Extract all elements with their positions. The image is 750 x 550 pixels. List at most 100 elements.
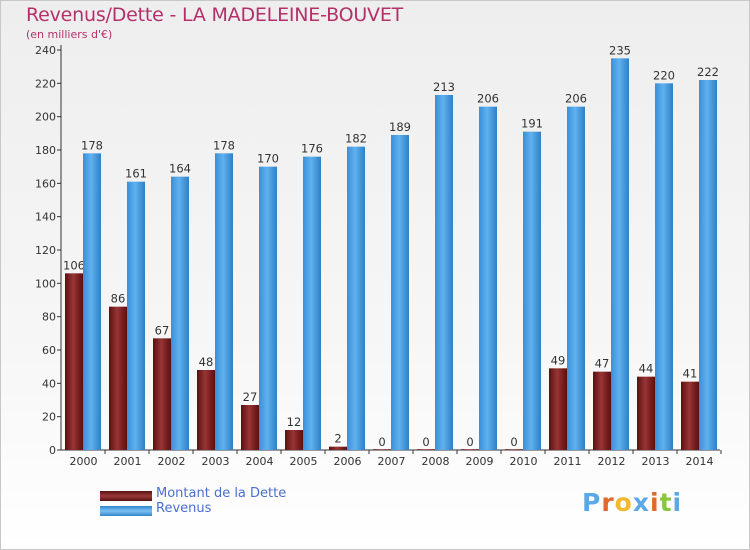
y-tick-label: 60 [42,344,56,357]
bar-revenue [479,106,497,451]
data-label-revenue: 178 [213,138,235,152]
data-label-revenue: 170 [257,152,279,166]
bar-debt [285,430,303,450]
bar-debt [329,446,347,450]
chart-subtitle: (en milliers d'€) [26,28,113,41]
bar-debt [197,370,215,450]
y-tick-label: 100 [35,277,56,290]
y-tick-label: 140 [35,211,56,224]
x-tick-label: 2010 [510,455,538,468]
bar-revenue [655,83,673,450]
bar-debt [505,449,523,450]
x-tick-label: 2003 [202,455,230,468]
y-tick-label: 180 [35,144,56,157]
logo-letter: i [672,488,683,517]
legend-label-debt: Montant de la Dette [156,486,287,501]
data-label-revenue: 178 [81,138,103,152]
data-label-revenue: 220 [653,68,675,82]
x-tick-label: 2000 [70,455,98,468]
x-tick-label: 2006 [334,455,362,468]
data-label-debt: 47 [595,357,610,371]
data-label-revenue: 222 [697,65,719,79]
bar-debt [373,449,391,450]
data-label-debt: 48 [199,355,214,369]
y-tick-label: 0 [49,444,56,457]
data-label-debt: 86 [111,292,126,306]
y-tick-label: 220 [35,77,56,90]
data-label-debt: 0 [466,435,473,449]
data-label-debt: 106 [63,258,85,272]
data-label-debt: 0 [378,435,385,449]
data-label-revenue: 164 [169,162,191,176]
logo-letter: P [582,488,602,517]
y-tick-label: 240 [35,44,56,57]
bar-revenue [347,146,365,450]
x-tick-label: 2012 [598,455,626,468]
data-label-debt: 2 [334,432,341,446]
y-tick-label: 80 [42,311,56,324]
bar-revenue [435,95,453,450]
logo-letter: t [659,488,673,517]
chart-title: Revenus/Dette - LA MADELEINE-BOUVET [26,4,404,26]
data-label-revenue: 213 [433,80,455,94]
y-tick-label: 160 [35,177,56,190]
data-label-revenue: 206 [477,92,499,106]
bar-debt [549,368,567,450]
legend-swatch-debt [100,491,152,501]
y-tick-label: 20 [42,411,56,424]
bar-debt [65,273,83,450]
legend-swatch-revenue [100,506,152,516]
data-label-revenue: 191 [521,117,543,131]
logo-letter: i [650,488,660,517]
bar-debt [417,449,435,450]
bar-debt [461,449,479,450]
bar-debt [153,338,171,450]
data-label-debt: 27 [243,390,258,404]
bar-revenue [83,153,101,451]
logo-letter: r [601,488,615,517]
data-label-debt: 0 [510,435,517,449]
data-label-revenue: 189 [389,120,411,134]
y-tick-label: 200 [35,111,56,124]
x-tick-label: 2014 [686,455,714,468]
bar-revenue [259,166,277,450]
bar-revenue [171,176,189,450]
bar-debt [593,371,611,450]
bar-revenue [215,153,233,451]
data-label-revenue: 182 [345,132,367,146]
bar-revenue [611,58,629,450]
legend-label-revenue: Revenus [156,501,212,516]
y-tick-label: 120 [35,244,56,257]
bar-revenue [127,181,145,450]
data-label-debt: 12 [287,415,302,429]
logo-letter: o [614,488,633,517]
x-tick-label: 2002 [158,455,186,468]
data-label-debt: 67 [155,323,170,337]
bar-revenue [699,80,717,450]
proxiti-logo: Proxiti [582,488,682,517]
x-tick-label: 2001 [114,455,142,468]
bar-revenue [523,131,541,450]
data-label-debt: 41 [683,367,698,381]
bar-debt [241,405,259,450]
x-tick-label: 2011 [554,455,582,468]
bar-revenue [567,106,585,451]
logo-letter: x [632,488,650,517]
data-label-revenue: 161 [125,167,147,181]
x-tick-label: 2013 [642,455,670,468]
bar-debt [637,376,655,450]
data-label-debt: 44 [639,362,654,376]
bar-revenue [391,135,409,450]
data-label-debt: 0 [422,435,429,449]
bar-debt [681,381,699,450]
data-label-revenue: 176 [301,142,323,156]
bar-revenue [303,156,321,450]
y-tick-label: 40 [42,377,56,390]
x-tick-label: 2004 [246,455,274,468]
data-label-revenue: 235 [609,43,631,57]
x-tick-label: 2008 [422,455,450,468]
data-label-revenue: 206 [565,92,587,106]
x-tick-label: 2007 [378,455,406,468]
bar-debt [109,306,127,450]
